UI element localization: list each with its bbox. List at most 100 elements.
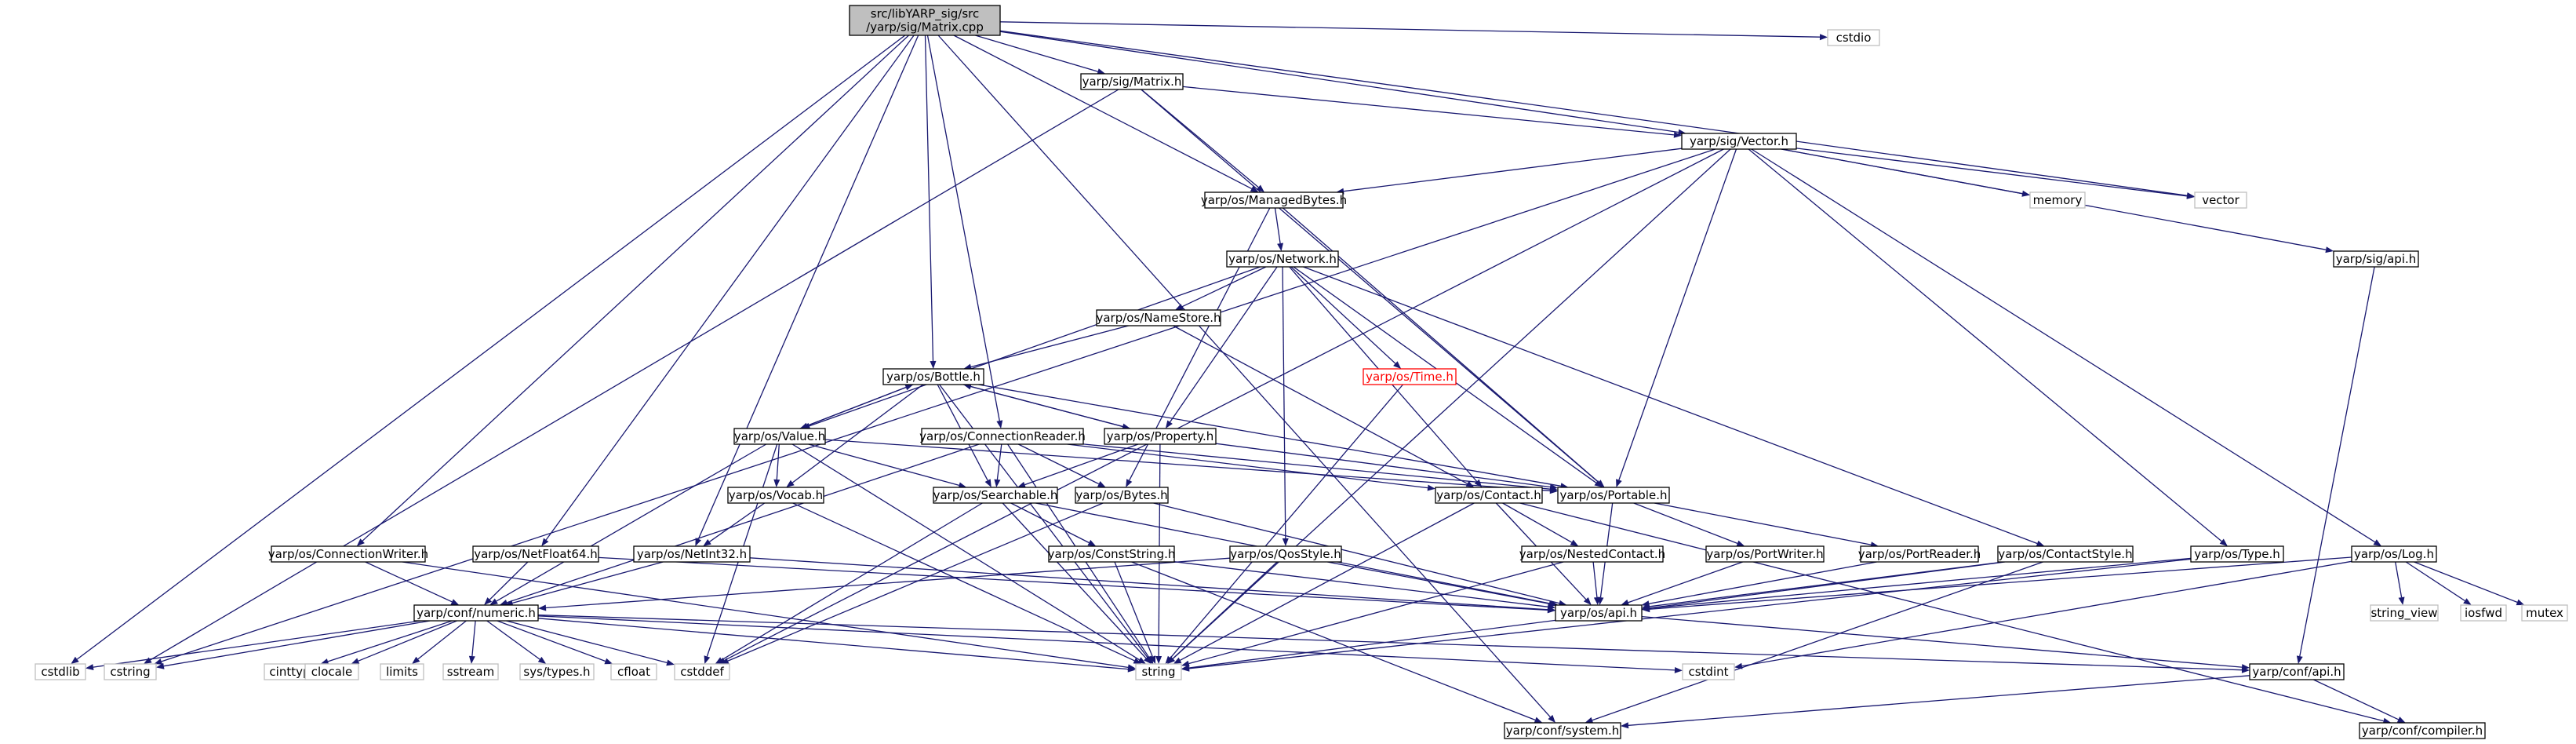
node-label: iosfwd <box>2465 606 2502 620</box>
edge-root-to-sig_matrix_h <box>975 35 1106 75</box>
node-numeric[interactable]: yarp/conf/numeric.h <box>413 604 539 622</box>
edge-line <box>365 561 453 603</box>
node-namestore[interactable]: yarp/os/NameStore.h <box>1096 309 1221 326</box>
node-qosstyle[interactable]: yarp/os/QosStyle.h <box>1229 545 1342 563</box>
node-os_api[interactable]: yarp/os/api.h <box>1555 604 1643 622</box>
node-label-line: yarp/os/Searchable.h <box>933 488 1058 502</box>
node-cstdio: cstdio <box>1827 29 1880 46</box>
edge-arrowhead <box>1616 479 1622 487</box>
edge-qosstyle-to-numeric <box>538 557 1231 611</box>
edge-line <box>512 561 664 604</box>
edge-arrowhead <box>1256 184 1264 192</box>
node-connreader[interactable]: yarp/os/ConnectionReader.h <box>919 428 1086 445</box>
node-log[interactable]: yarp/os/Log.h <box>2351 545 2437 563</box>
node-label: yarp/os/Vocab.h <box>729 488 823 502</box>
node-bytes[interactable]: yarp/os/Bytes.h <box>1075 487 1169 504</box>
edges-layer <box>71 21 2525 729</box>
node-cstddef: cstddef <box>674 663 730 680</box>
node-label: yarp/sig/Matrix.h <box>1082 75 1182 89</box>
node-type[interactable]: yarp/os/Type.h <box>2190 545 2284 563</box>
node-portwriter[interactable]: yarp/os/PortWriter.h <box>1705 545 1825 563</box>
node-box <box>1557 487 1670 504</box>
node-label-line: yarp/os/Time.h <box>1366 370 1454 384</box>
edge-line <box>1519 502 2384 722</box>
node-connwriter[interactable]: yarp/os/ConnectionWriter.h <box>268 545 428 563</box>
node-sig_vector_h[interactable]: yarp/sig/Vector.h <box>1681 133 1797 150</box>
edge-numeric-to-cinttypes <box>320 620 453 665</box>
node-netfloat64[interactable]: yarp/os/NetFloat64.h <box>472 545 599 563</box>
node-label-line: yarp/conf/system.h <box>1506 724 1620 738</box>
node-label-line: cfloat <box>617 665 650 679</box>
node-contact[interactable]: yarp/os/Contact.h <box>1435 487 1543 504</box>
node-vocab[interactable]: yarp/os/Vocab.h <box>727 487 824 504</box>
node-bottle[interactable]: yarp/os/Bottle.h <box>882 368 984 385</box>
node-conf_api[interactable]: yarp/conf/api.h <box>2249 663 2345 680</box>
node-label-line: yarp/os/Vocab.h <box>729 488 823 502</box>
node-portreader[interactable]: yarp/os/PortReader.h <box>1858 545 1981 563</box>
edge-log-to-iosfwd <box>2405 561 2472 605</box>
node-label-line: yarp/os/Portable.h <box>1560 488 1668 502</box>
node-searchable[interactable]: yarp/os/Searchable.h <box>933 487 1058 504</box>
node-label-line: cstdlib <box>41 665 79 679</box>
node-conf_system[interactable]: yarp/conf/system.h <box>1504 722 1621 739</box>
edge-line <box>545 557 1231 609</box>
node-contactstyle[interactable]: yarp/os/ContactStyle.h <box>1997 545 2134 563</box>
node-label-line: cstddef <box>680 665 724 679</box>
node-box <box>1997 545 2134 563</box>
edge-root-to-conf_system <box>937 35 1555 723</box>
edge-line <box>791 443 1140 661</box>
node-label: cstddef <box>680 665 724 679</box>
node-network[interactable]: yarp/os/Network.h <box>1226 250 1339 268</box>
node-label-line: yarp/os/Type.h <box>2194 547 2280 561</box>
node-managedbytes[interactable]: yarp/os/ManagedBytes.h <box>1201 191 1347 209</box>
node-box <box>1075 487 1169 504</box>
edge-line <box>1067 443 1428 489</box>
node-label-line: mutex <box>2526 606 2563 620</box>
edge-nestedcontact-to-string <box>1181 561 1564 667</box>
edge-network-to-contactstyle <box>1303 266 2045 547</box>
edge-arrowhead <box>489 598 498 605</box>
edge-root-to-cstdio <box>999 21 1828 41</box>
edge-line <box>1173 325 1468 484</box>
node-label-line: yarp/os/QosStyle.h <box>1230 547 1341 561</box>
edge-line <box>2405 561 2465 602</box>
node-root[interactable]: src/libYARP_sig/src/yarp/sig/Matrix.cpp <box>849 5 1001 36</box>
node-nestedcontact[interactable]: yarp/os/NestedContact.h <box>1519 545 1665 563</box>
edge-arrowhead <box>2516 599 2525 606</box>
node-sig_matrix_h[interactable]: yarp/sig/Matrix.h <box>1080 73 1184 90</box>
edge-line <box>163 620 431 667</box>
node-portable[interactable]: yarp/os/Portable.h <box>1557 487 1670 504</box>
edge-network-to-namestore <box>1175 266 1267 310</box>
edge-qosstyle-to-string <box>1166 561 1278 664</box>
node-time[interactable]: yarp/os/Time.h <box>1363 368 1457 385</box>
node-conststring[interactable]: yarp/os/ConstString.h <box>1048 545 1176 563</box>
node-property[interactable]: yarp/os/Property.h <box>1104 428 1217 445</box>
edge-line <box>1172 561 1278 659</box>
node-conf_compiler[interactable]: yarp/conf/compiler.h <box>2359 722 2486 739</box>
edge-arrowhead <box>450 599 460 605</box>
node-label: yarp/os/Log.h <box>2354 547 2434 561</box>
edge-arrowhead <box>1570 539 1579 546</box>
node-sig_api[interactable]: yarp/sig/api.h <box>2333 250 2419 268</box>
node-netint32[interactable]: yarp/os/NetInt32.h <box>633 545 751 563</box>
edge-arrowhead <box>1548 714 1555 723</box>
node-label-line: yarp/sig/Vector.h <box>1690 134 1788 148</box>
node-sstream: sstream <box>442 663 499 680</box>
edge-value-to-vocab <box>773 443 780 487</box>
edge-network-to-qosstyle <box>1282 266 1289 546</box>
edge-line <box>489 561 529 600</box>
node-box <box>472 545 599 563</box>
node-label-line: yarp/os/ConnectionReader.h <box>919 429 1086 443</box>
node-label: yarp/os/ConstString.h <box>1048 547 1176 561</box>
node-label: yarp/sig/api.h <box>2336 252 2417 266</box>
edge-line <box>970 325 1129 368</box>
edge-line <box>924 35 934 362</box>
node-label-line: yarp/os/ConnectionWriter.h <box>268 547 428 561</box>
edge-line <box>724 148 1724 661</box>
node-label-line: yarp/conf/numeric.h <box>417 606 536 620</box>
edge-line <box>727 502 1104 662</box>
node-box <box>1080 73 1184 90</box>
edge-arrowhead <box>1734 662 1743 669</box>
node-value[interactable]: yarp/os/Value.h <box>733 428 826 445</box>
node-label: limits <box>386 665 418 679</box>
